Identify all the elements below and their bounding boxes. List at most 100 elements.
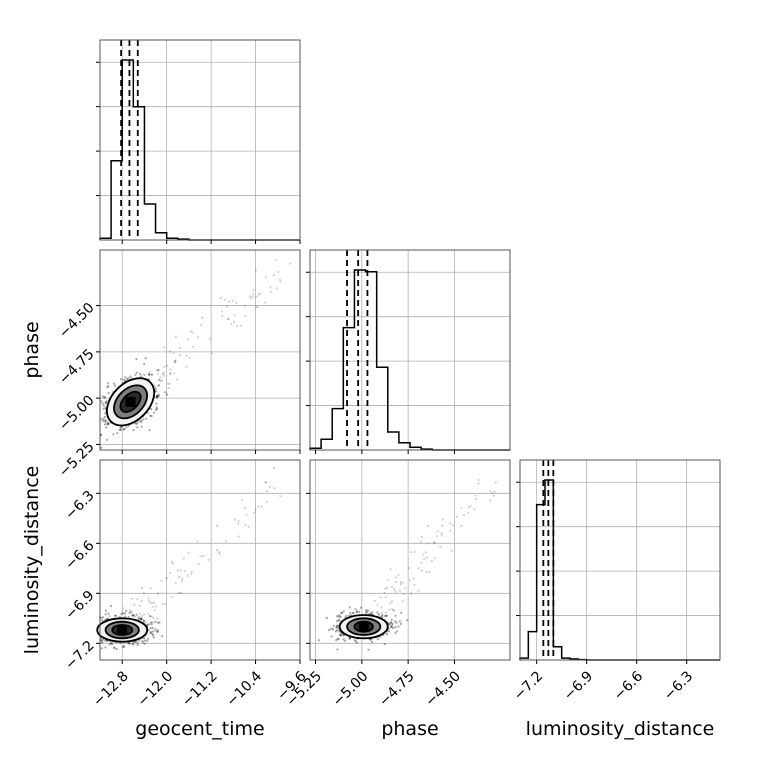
sample-point (105, 400, 108, 403)
x-tick-label: −12.0 (135, 668, 177, 710)
sample-point (138, 615, 141, 618)
sample-point (158, 394, 161, 397)
y-tick-label: −6.9 (62, 588, 97, 623)
sample-point (143, 620, 146, 623)
sample-point (384, 596, 387, 599)
sample-point (402, 593, 405, 596)
sample-point (345, 614, 348, 618)
sample-point (335, 626, 338, 629)
sample-point (423, 558, 426, 561)
sample-point (259, 292, 262, 295)
hist-panel-luminosity_distance (516, 459, 721, 664)
sample-point (275, 287, 278, 290)
sample-point (130, 610, 133, 613)
sample-point (129, 375, 132, 378)
sample-point (156, 395, 159, 398)
sample-point (381, 614, 384, 617)
sample-point (150, 621, 153, 624)
sample-point (104, 609, 108, 612)
sample-point (155, 406, 158, 409)
sample-point (377, 613, 380, 616)
sample-point (188, 357, 191, 360)
sample-point (337, 638, 340, 641)
sample-point (336, 624, 339, 627)
sample-point (122, 612, 125, 615)
sample-point (420, 561, 423, 564)
sample-point (123, 427, 126, 431)
sample-point (102, 417, 105, 420)
sample-point (101, 395, 104, 398)
histogram-phase (309, 269, 510, 451)
sample-point (388, 630, 391, 633)
sample-point (257, 505, 260, 508)
sample-point (354, 608, 357, 611)
sample-point (450, 549, 453, 553)
sample-point (467, 511, 470, 515)
sample-point (355, 611, 358, 614)
sample-point (141, 586, 144, 590)
sample-point (388, 608, 391, 612)
sample-point (376, 611, 379, 614)
sample-point (138, 617, 141, 620)
sample-point (142, 641, 145, 644)
sample-point (392, 609, 395, 612)
sample-point (264, 481, 267, 484)
sample-point (268, 485, 272, 488)
sample-point (336, 648, 339, 651)
sample-point (106, 382, 110, 385)
sample-point (467, 506, 470, 509)
sample-point (119, 378, 123, 381)
x-tick-label: −6.6 (611, 668, 646, 703)
sample-point (156, 617, 159, 620)
sample-point (128, 642, 131, 645)
sample-point (102, 407, 105, 410)
sample-point (137, 616, 140, 619)
sample-point (256, 306, 259, 309)
sample-point (172, 352, 175, 355)
sample-point (180, 591, 183, 595)
sample-point (152, 601, 156, 605)
sample-point (151, 621, 154, 624)
sample-point (151, 632, 154, 635)
sample-point (235, 301, 238, 304)
sample-point (146, 637, 149, 640)
sample-point (384, 611, 387, 615)
sample-point (404, 587, 407, 590)
sample-point (174, 359, 177, 362)
sample-point (130, 597, 133, 600)
sample-point (100, 446, 103, 449)
sample-point (127, 377, 130, 380)
sample-point (317, 639, 320, 642)
xlabel-phase: phase (381, 718, 438, 740)
sample-point (369, 612, 372, 615)
sample-point (125, 378, 128, 381)
sample-point (143, 637, 146, 640)
hist-panel-geocent_time (96, 39, 301, 244)
sample-point (136, 426, 139, 429)
sample-point (104, 406, 107, 409)
xlabel-luminosity-distance: luminosity_distance (526, 718, 715, 740)
sample-point (107, 421, 110, 424)
sample-point (390, 625, 393, 628)
sample-point (154, 620, 157, 623)
sample-point (163, 374, 166, 377)
sample-point (170, 561, 174, 564)
sample-point (109, 604, 112, 608)
sample-point (156, 373, 159, 376)
sample-point (336, 615, 339, 618)
sample-point (173, 361, 176, 364)
sample-point (248, 295, 251, 298)
sample-point (149, 414, 152, 417)
sample-point (408, 567, 411, 570)
sample-point (252, 293, 255, 296)
sample-point (394, 590, 397, 593)
sample-point (152, 636, 155, 639)
sample-point (176, 569, 179, 572)
sample-point (158, 378, 161, 381)
sample-point (103, 423, 106, 426)
sample-point (338, 629, 341, 633)
sample-point (123, 644, 126, 647)
sample-point (469, 504, 472, 508)
sample-point (349, 614, 352, 617)
sample-point (385, 586, 389, 590)
